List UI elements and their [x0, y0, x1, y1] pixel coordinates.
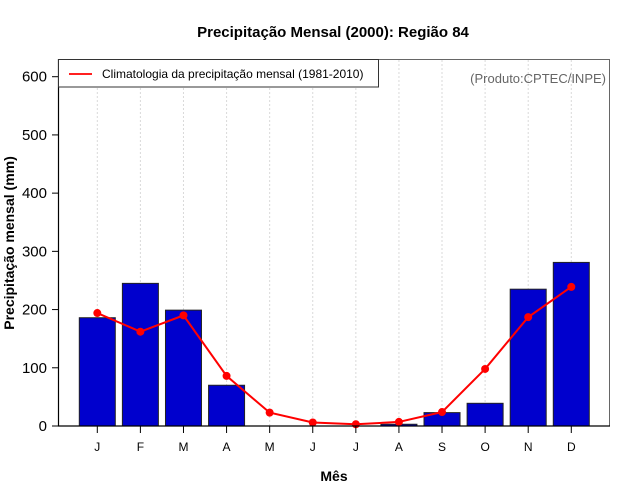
credit-annotation: (Produto:CPTEC/INPE): [470, 71, 606, 86]
bar: [164, 309, 202, 427]
bar: [509, 288, 547, 427]
x-tick-label: A: [223, 440, 231, 454]
y-tick-label: 400: [22, 185, 47, 202]
climatology-point: [394, 417, 403, 426]
climatology-point: [524, 313, 533, 322]
climatology-line: [96, 286, 572, 426]
x-tick-label: N: [524, 440, 533, 454]
x-tick-label: O: [480, 440, 489, 454]
climatology-series: [93, 282, 576, 429]
y-axis: 0 100 200 300 400 500 600: [22, 69, 58, 435]
x-tick-label: A: [395, 440, 403, 454]
climatology-point: [93, 309, 102, 318]
y-tick-label: 200: [22, 302, 47, 319]
x-tick-label: J: [94, 440, 100, 454]
climatology-point: [308, 418, 317, 427]
climatology-point: [265, 408, 274, 417]
climatology-point: [222, 371, 231, 380]
x-tick-label: D: [567, 440, 576, 454]
bar: [121, 282, 159, 427]
bar: [208, 384, 246, 427]
climatology-point: [438, 408, 447, 417]
y-tick-label: 300: [22, 243, 47, 260]
climatology-point: [567, 282, 576, 291]
legend-box: [58, 59, 379, 88]
x-tick-label: F: [137, 440, 144, 454]
x-tick-label: M: [178, 440, 188, 454]
x-tick-label: S: [438, 440, 446, 454]
climatology-point: [179, 311, 188, 320]
y-tick-label: 0: [39, 418, 47, 435]
climatology-point: [136, 327, 145, 336]
legend: Climatologia da precipitação mensal (198…: [58, 59, 379, 88]
legend-entry-climatology: Climatologia da precipitação mensal (198…: [102, 67, 363, 81]
x-tick-label: J: [353, 440, 359, 454]
climatology-point: [481, 364, 490, 373]
y-tick-label: 100: [22, 360, 47, 377]
y-axis-label: Precipitação mensal (mm): [1, 156, 17, 330]
x-tick-label: M: [265, 440, 275, 454]
bar: [466, 402, 504, 427]
y-tick-label: 500: [22, 127, 47, 144]
bar: [78, 317, 116, 427]
x-axis-label: Mês: [320, 468, 347, 484]
chart-title: Precipitação Mensal (2000): Região 84: [197, 24, 469, 41]
bars-series: [78, 261, 590, 427]
x-tick-label: J: [310, 440, 316, 454]
y-tick-label: 600: [22, 69, 47, 86]
